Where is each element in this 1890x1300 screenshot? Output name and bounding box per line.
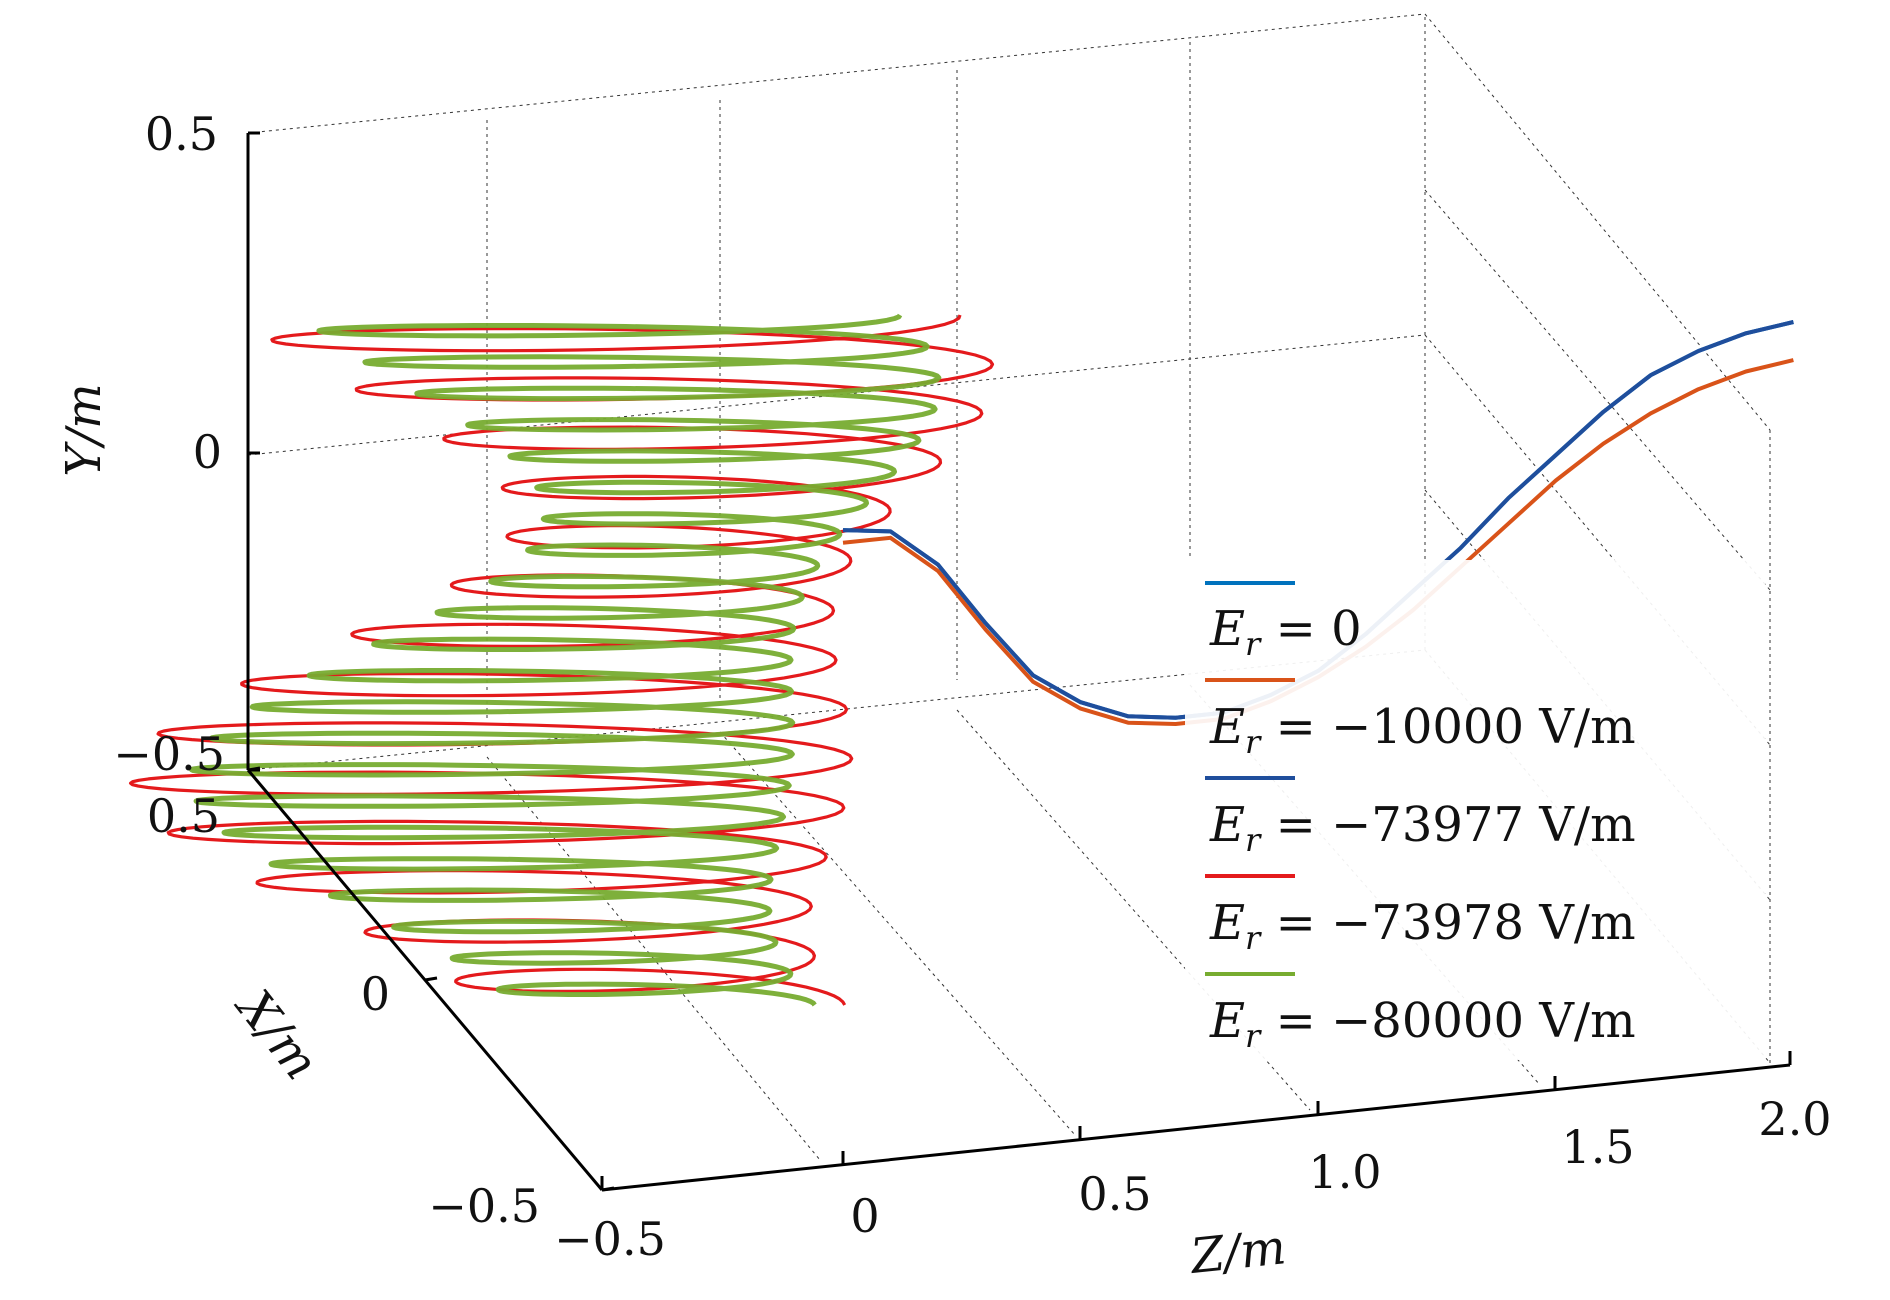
legend: Er = 0 Er = −10000 V/m Er = −73977 V/m E…: [1185, 560, 1765, 1060]
y-tick-label: 0: [193, 425, 222, 479]
x-tick: [601, 1186, 615, 1192]
x-tick-label: 0.5: [147, 789, 220, 843]
x-tick-label: 0: [361, 967, 390, 1021]
axes-solid: [246, 131, 1792, 1192]
x-axis-label: X/m: [224, 977, 330, 1090]
z-tick-label: 0.5: [1078, 1167, 1151, 1221]
z-tick-label: 2.0: [1758, 1092, 1831, 1146]
z-tick-label: 0: [850, 1189, 879, 1243]
z-tick-label: 1.5: [1561, 1120, 1634, 1174]
legend-entry-2: Er = −73977 V/m: [1209, 797, 1636, 859]
z-tick-label: 1.0: [1308, 1145, 1381, 1199]
legend-entry-0: Er = 0: [1209, 601, 1362, 663]
legend-entry-3: Er = −73978 V/m: [1209, 895, 1636, 957]
y-tick-label: 0.5: [145, 107, 218, 161]
grid-line: [719, 731, 1076, 1136]
grid-line: [247, 334, 1426, 456]
x-tick-label: −0.5: [428, 1179, 540, 1233]
legend-box: [1185, 560, 1765, 1060]
grid-line: [247, 649, 1426, 771]
x-tick: [424, 976, 438, 982]
grid-line: [956, 709, 1311, 1111]
series-line-4: [189, 313, 942, 1007]
z-axis-line: [601, 1063, 1791, 1192]
z-tick-label: −0.5: [554, 1212, 666, 1266]
legend-entry-1: Er = −10000 V/m: [1209, 699, 1636, 761]
x-tick: [247, 766, 261, 772]
z-axis-label: Z/m: [1186, 1219, 1288, 1285]
y-tick-label: −0.5: [113, 727, 225, 781]
legend-entry-4: Er = −80000 V/m: [1209, 993, 1636, 1055]
grid-line: [1424, 334, 1771, 746]
grid-line: [1424, 13, 1771, 431]
y-axis-label: Y/m: [56, 383, 112, 476]
grid-line: [247, 13, 1426, 134]
